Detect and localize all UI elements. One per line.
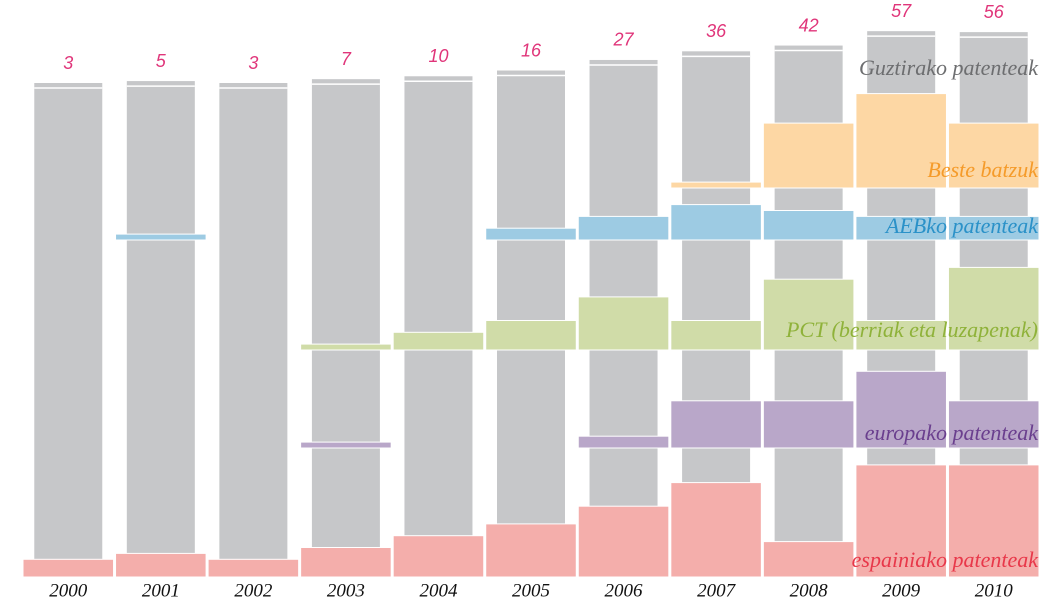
legend-label: espainiako patenteak [852,547,1040,572]
x-tick-label: 2002 [234,580,273,601]
total-label: 3 [248,53,258,73]
band-segment [947,215,1040,241]
band-segment [947,400,1040,449]
total-column [34,83,103,577]
x-tick-label: 2006 [605,580,644,601]
band-segment [670,320,762,351]
total-label: 57 [891,1,912,21]
total-column [311,79,380,577]
band-segment [577,296,670,351]
total-column [126,81,195,577]
band-segment [577,435,670,449]
total-label: 27 [613,30,635,50]
x-tick-label: 2005 [512,580,550,601]
total-label: 56 [984,2,1005,22]
total-column [404,76,473,577]
band-segment [855,370,947,449]
band-segment [577,505,670,578]
band-segment [670,482,762,578]
band-segment [485,227,577,241]
band-segment [855,320,947,351]
band-segment [22,558,115,578]
band-segment [855,93,947,189]
band-segment [670,204,762,241]
total-label: 16 [521,40,542,60]
total-label: 5 [156,51,167,71]
total-label: 36 [706,21,727,41]
total-label: 10 [428,46,448,66]
band-segment [577,215,670,241]
x-tick-label: 2009 [882,580,921,601]
legend-label: europako patenteak [865,420,1040,445]
band-segment [115,552,207,578]
band-segment [300,441,392,449]
legend-label: PCT (berriak eta luzapenak) [785,317,1038,342]
x-tick-label: 2001 [142,580,180,601]
band-segment [300,343,392,351]
total-label: 7 [341,49,352,69]
band-segment [392,535,485,578]
total-label: 3 [63,53,73,73]
band-segment [485,523,577,578]
band-segment [762,541,855,578]
band-segment [670,400,762,449]
band-segment [855,215,947,241]
legend-label: Guztirako patenteak [859,55,1039,80]
x-tick-label: 2004 [419,580,458,601]
band-segment [947,464,1040,578]
band-segment [485,320,577,351]
band-segment [947,122,1040,189]
x-tick-label: 2007 [697,580,737,601]
band-segment [207,558,300,578]
band-segment [762,278,855,351]
legend-label: Beste batzuk [927,157,1039,182]
total-column [219,83,288,577]
band-segment [762,122,855,189]
x-tick-label: 2010 [975,580,1014,601]
legend-label: AEBko patenteak [884,213,1039,238]
x-tick-label: 2008 [790,580,829,601]
band-segment [762,210,855,241]
band-segment [115,233,207,241]
band-segment [670,181,762,189]
band-segment [947,266,1040,351]
band-segment [855,464,947,578]
band-segment [392,331,485,351]
total-label: 42 [799,15,819,35]
x-tick-label: 2003 [327,580,365,601]
x-tick-label: 2000 [49,580,88,601]
band-segment [762,400,855,449]
band-segment [300,547,392,578]
